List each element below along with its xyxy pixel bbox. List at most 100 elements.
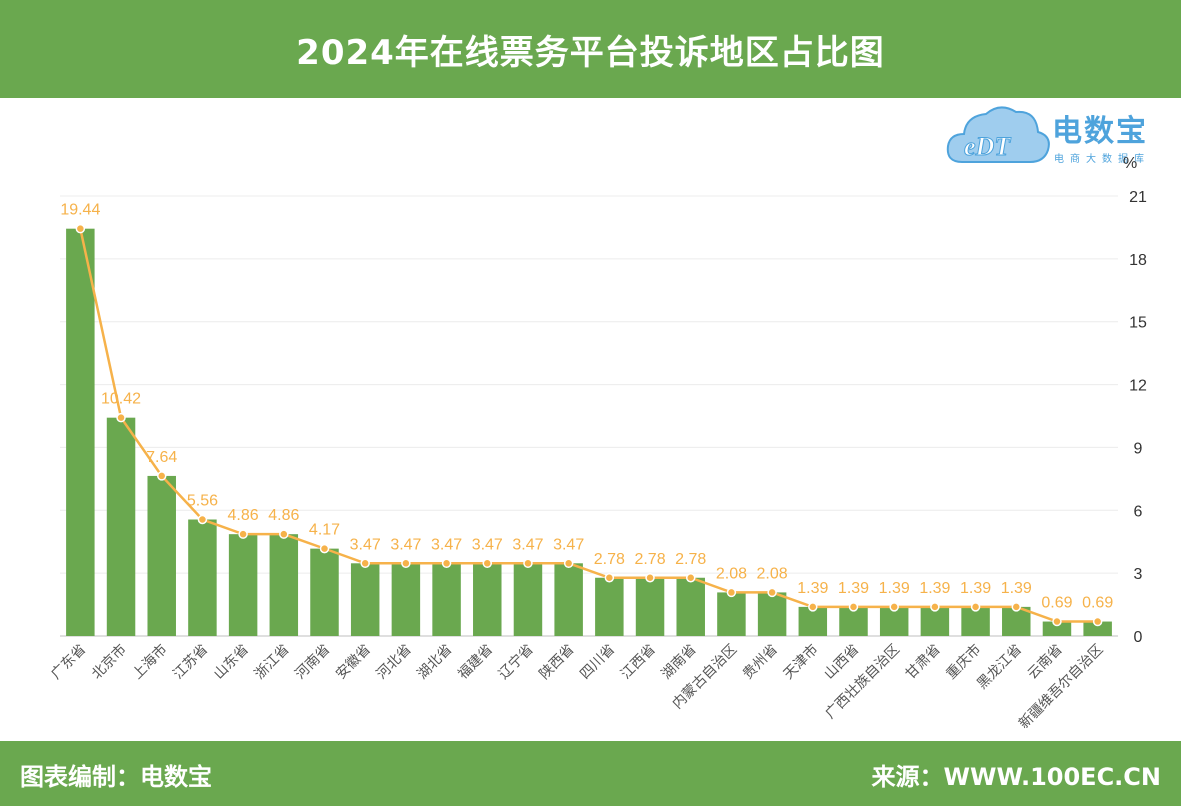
bar — [228, 534, 258, 636]
chart-x-axis: 广东省 北京市 上海市 江苏省 山东省 浙江省 河南省 安徽省 河北省 湖北省 福建省 辽宁省 陕西省四… — [48, 641, 1106, 732]
bar — [961, 606, 990, 636]
x-tick-label: 安徽省 — [333, 642, 374, 683]
data-label: 10.42 — [101, 391, 141, 408]
x-tick-label: 湖北省 — [414, 642, 455, 683]
line-point — [685, 573, 696, 583]
line-point — [930, 602, 940, 612]
x-tick-label: 贵州省 — [740, 642, 781, 683]
data-label: 0.69 — [1082, 595, 1113, 612]
y-tick-label: 3 — [1134, 566, 1143, 583]
data-label: 1.39 — [879, 580, 910, 597]
line-point — [1011, 602, 1022, 612]
data-label: 4.86 — [268, 507, 299, 524]
data-label: 1.39 — [919, 580, 950, 597]
bar — [757, 592, 787, 636]
x-tick-label: 广东省 — [48, 642, 89, 683]
footer-credit: 图表编制：电数宝 — [20, 763, 212, 791]
chart-data-labels: 19.44 10.42 7.64 5.56 4.86 4.86 4.17 3.47 3.47 3.… — [60, 202, 1113, 612]
x-tick-label: 甘肃省 — [903, 642, 944, 683]
bar — [310, 548, 339, 636]
x-tick-label: 河北省 — [374, 642, 415, 683]
data-label: 19.44 — [60, 202, 100, 219]
bar — [350, 563, 380, 636]
x-tick-label: 上海市 — [129, 641, 171, 683]
x-tick-label: 山东省 — [211, 642, 252, 683]
data-label: 4.17 — [309, 522, 340, 539]
y-tick-label: 15 — [1129, 315, 1147, 332]
bar — [920, 606, 950, 636]
x-tick-label: 浙江省 — [252, 642, 293, 683]
bar-line-chart: 19.44 10.42 7.64 5.56 4.86 4.86 4.17 3.47 3.47 3.… — [48, 155, 1147, 732]
logo: eDT 电数宝 电商大数据库 — [944, 100, 1174, 170]
chart-y-axis: 0 3 6 9 12 15 18 21% — [1123, 155, 1147, 646]
bar — [1002, 606, 1031, 636]
data-label: 1.39 — [960, 580, 991, 597]
line-point — [848, 602, 859, 612]
x-tick-label: 陕西省 — [536, 642, 577, 683]
x-tick-label: 黑龙江省 — [974, 642, 1025, 693]
footer-source: 来源：WWW.100EC.CN — [871, 763, 1162, 791]
data-label: 2.78 — [594, 551, 625, 568]
bar — [717, 592, 746, 636]
line-point — [808, 602, 818, 612]
data-label: 2.78 — [634, 551, 665, 568]
x-tick-label: 江西省 — [618, 642, 659, 683]
line-point — [116, 412, 126, 423]
logo-mark: eDT — [964, 132, 1011, 161]
data-label: 3.47 — [553, 536, 584, 553]
bar — [1083, 621, 1112, 636]
bar — [432, 563, 461, 636]
data-label: 0.69 — [1041, 595, 1072, 612]
data-label: 7.64 — [146, 449, 177, 466]
bar — [676, 577, 705, 636]
bar — [188, 519, 217, 636]
bar — [554, 563, 583, 636]
line-point — [319, 543, 330, 554]
line-point — [197, 514, 208, 525]
y-tick-label: 6 — [1134, 503, 1143, 520]
data-label: 2.08 — [716, 565, 747, 582]
bar — [269, 534, 299, 636]
line-point — [726, 587, 737, 598]
data-label: 1.39 — [1001, 580, 1032, 597]
line-point — [75, 223, 86, 234]
x-tick-label: 广西壮族自治区 — [822, 642, 903, 723]
bar — [106, 417, 136, 636]
line-point — [156, 471, 167, 481]
line-point — [441, 558, 452, 569]
line-point — [401, 558, 411, 569]
x-tick-label: 天津市 — [780, 641, 822, 683]
y-tick-label: 0 — [1134, 629, 1143, 646]
data-label: 1.39 — [838, 580, 869, 597]
chart-line — [75, 223, 1103, 627]
data-label: 3.47 — [350, 536, 381, 553]
y-tick-label: 21 — [1129, 189, 1147, 206]
line-point — [889, 602, 899, 612]
bar — [635, 577, 665, 636]
data-label: 2.08 — [757, 565, 788, 582]
x-tick-label: 福建省 — [455, 642, 496, 683]
data-label: 4.86 — [228, 507, 259, 524]
bar — [473, 563, 502, 636]
line-point — [238, 529, 248, 539]
bar — [839, 606, 868, 636]
data-label: 1.39 — [797, 580, 828, 597]
logo-subtitle: 电商大数据库 — [1054, 154, 1150, 165]
line-point — [1092, 616, 1103, 627]
line-point — [279, 529, 289, 539]
line-point — [1052, 616, 1062, 627]
bar — [595, 577, 624, 636]
bar — [798, 606, 828, 636]
data-label: 3.47 — [512, 536, 543, 553]
data-label: 3.47 — [431, 536, 462, 553]
x-tick-label: 河南省 — [292, 642, 333, 683]
series-line — [79, 228, 1098, 623]
data-label: 3.47 — [472, 536, 503, 553]
bar — [879, 606, 909, 636]
line-point — [604, 573, 615, 583]
y-tick-label: 9 — [1134, 440, 1143, 457]
data-label: 2.78 — [675, 551, 706, 568]
logo-name: 电数宝 — [1052, 114, 1148, 149]
line-point — [360, 558, 370, 569]
x-tick-label: 江苏省 — [170, 642, 211, 683]
